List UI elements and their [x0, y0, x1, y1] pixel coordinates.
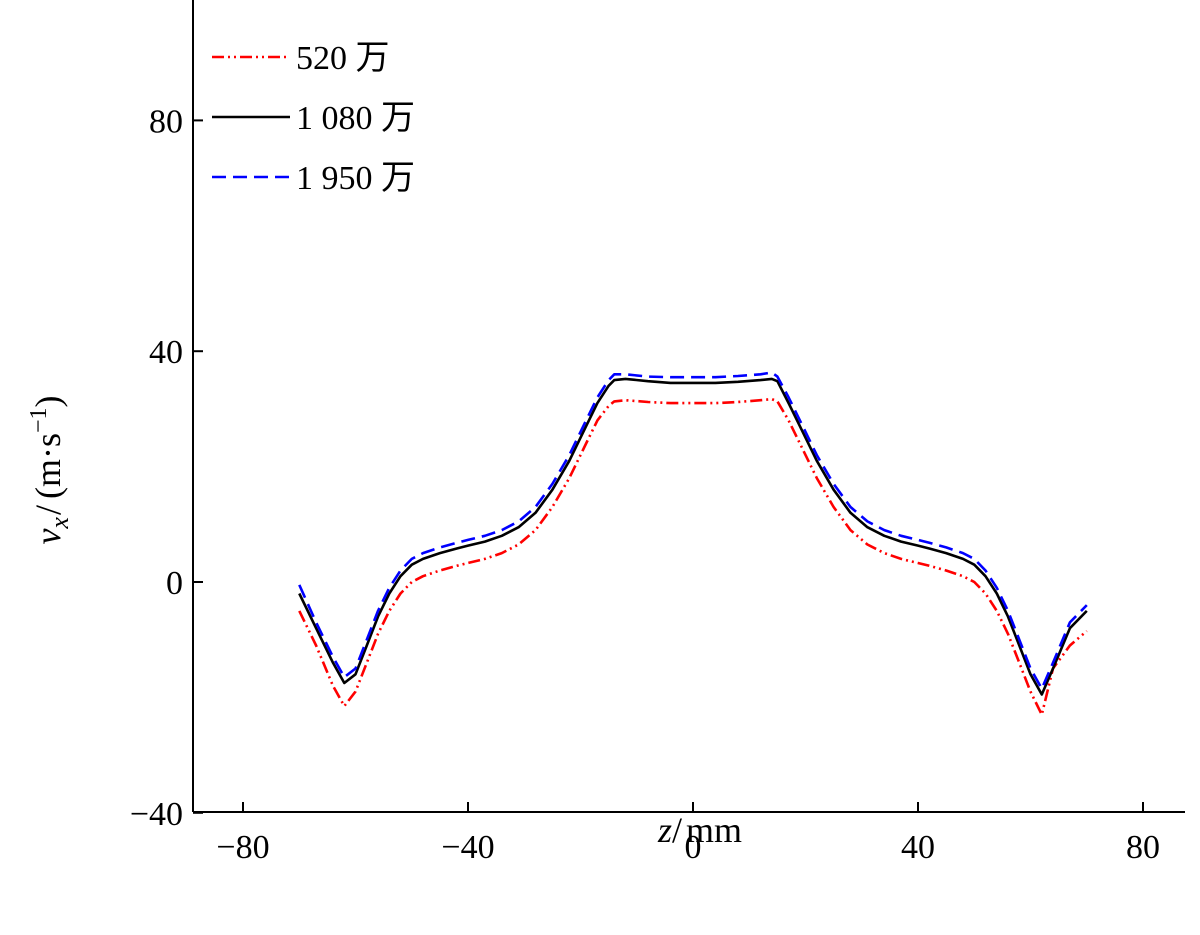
y-tick-label: 80 [149, 103, 183, 140]
y-axis-unit-close: ) [28, 395, 68, 407]
legend: 520 万 1 080 万 1 950 万 [212, 40, 415, 197]
y-axis-subscript: x [45, 517, 74, 530]
x-tick-label: 0 [685, 829, 702, 866]
x-axis-sep: / [672, 810, 682, 850]
y-axis-unit-exp: −1 [26, 407, 52, 433]
x-axis-var: z [657, 810, 672, 850]
x-tick-label: −80 [216, 829, 269, 866]
legend-label-1: 520 万 [296, 40, 390, 77]
axes-frame [192, 0, 1185, 813]
y-tick-label: 40 [149, 334, 183, 371]
x-axis-label: z/mm [657, 810, 742, 850]
x-tick-label: −40 [441, 829, 494, 866]
series-line-2 [298, 377, 1088, 696]
ticks-layer: −80 −40 0 40 80 −40 0 40 80 [130, 103, 1160, 866]
x-tick-label: 80 [1126, 829, 1160, 866]
legend-label-3: 1 950 万 [296, 160, 415, 197]
y-axis-unit-open: (m·s [28, 433, 68, 499]
series-line-1 [298, 397, 1088, 716]
y-axis-label: vx / (m·s−1) [26, 395, 74, 544]
y-axis-var: v [28, 529, 68, 545]
y-axis-sep: / [28, 505, 68, 515]
x-axis-unit: mm [686, 810, 742, 850]
y-tick-label: −40 [130, 796, 183, 833]
legend-label-2: 1 080 万 [296, 100, 415, 137]
y-tick-label: 0 [166, 565, 183, 602]
series-layer [298, 371, 1088, 716]
series-line-3 [298, 371, 1088, 690]
x-tick-label: 40 [901, 829, 935, 866]
